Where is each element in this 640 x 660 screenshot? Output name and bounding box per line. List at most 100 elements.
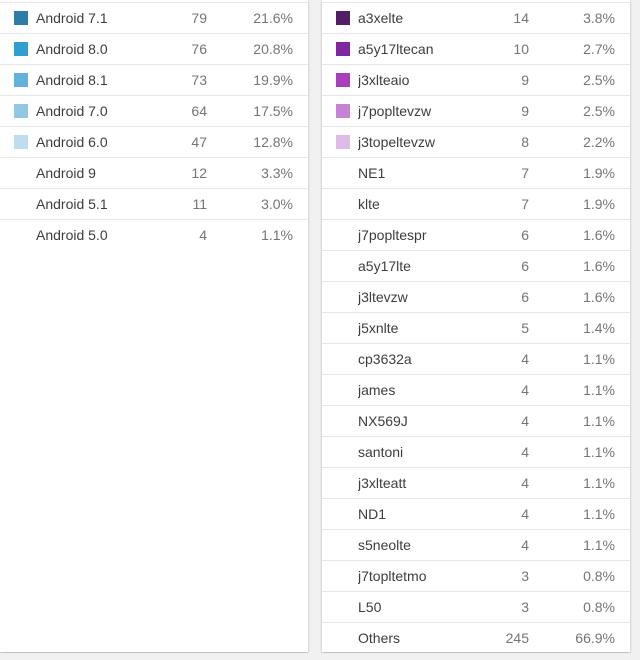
row-count: 3 <box>521 599 529 615</box>
table-row: ND1 4 1.1% <box>322 498 630 529</box>
legend-swatch-placeholder <box>336 538 350 552</box>
legend-swatch-placeholder <box>336 445 350 459</box>
legend-swatch <box>14 11 28 25</box>
row-label: j3topeltevzw <box>358 134 436 150</box>
table-row: james 4 1.1% <box>322 374 630 405</box>
row-percent: 1.6% <box>583 227 615 243</box>
row-count: 8 <box>521 134 529 150</box>
table-row: j7popltevzw 9 2.5% <box>322 95 630 126</box>
legend-swatch-placeholder <box>336 321 350 335</box>
row-label: klte <box>358 196 380 212</box>
legend-swatch <box>14 42 28 56</box>
row-label: j7popltevzw <box>358 103 432 119</box>
row-count: 3 <box>521 568 529 584</box>
row-label: Android 8.0 <box>36 41 108 57</box>
row-count: 4 <box>199 227 207 243</box>
row-label: santoni <box>358 444 404 460</box>
row-label: Android 5.0 <box>36 227 108 243</box>
table-row: Android 5.1 11 3.0% <box>0 188 308 219</box>
row-percent: 1.1% <box>583 537 615 553</box>
table-row: NX569J 4 1.1% <box>322 405 630 436</box>
row-label: Android 9 <box>36 165 96 181</box>
row-count: 4 <box>521 475 529 491</box>
row-label: NX569J <box>358 413 408 429</box>
table-row: Android 7.0 64 17.5% <box>0 95 308 126</box>
row-percent: 12.8% <box>253 134 293 150</box>
row-label: j7popltespr <box>358 227 427 243</box>
row-count: 6 <box>521 258 529 274</box>
row-count: 64 <box>191 103 207 119</box>
row-count: 5 <box>521 320 529 336</box>
row-label: james <box>358 382 396 398</box>
android-version-table: Android 7.1 79 21.6% Android 8.0 76 20.8% Andr… <box>0 0 308 652</box>
legend-swatch-placeholder <box>336 290 350 304</box>
row-percent: 1.1% <box>583 351 615 367</box>
page-bottom-strip <box>0 653 640 660</box>
legend-swatch <box>14 135 28 149</box>
legend-swatch <box>336 73 350 87</box>
table-row: NE1 7 1.9% <box>322 157 630 188</box>
legend-swatch-placeholder <box>336 383 350 397</box>
row-label: Android 5.1 <box>36 196 108 212</box>
row-percent: 2.2% <box>583 134 615 150</box>
row-percent: 1.6% <box>583 258 615 274</box>
table-row: Others 245 66.9% <box>322 622 630 652</box>
legend-swatch <box>336 104 350 118</box>
row-label: j5xnlte <box>358 320 399 336</box>
row-percent: 21.6% <box>253 10 293 26</box>
row-count: 6 <box>521 227 529 243</box>
row-percent: 1.1% <box>583 475 615 491</box>
row-count: 4 <box>521 537 529 553</box>
table-row: j3xlteaio 9 2.5% <box>322 64 630 95</box>
row-count: 73 <box>191 72 207 88</box>
row-label: Others <box>358 630 401 646</box>
legend-swatch-placeholder <box>14 166 28 180</box>
legend-swatch <box>14 104 28 118</box>
table-row: santoni 4 1.1% <box>322 436 630 467</box>
row-percent: 2.7% <box>583 41 615 57</box>
row-count: 9 <box>521 72 529 88</box>
table-row: Android 5.0 4 1.1% <box>0 219 308 250</box>
row-label: j3ltevzw <box>358 289 408 305</box>
legend-swatch-placeholder <box>336 259 350 273</box>
row-label: Android 7.0 <box>36 103 108 119</box>
row-percent: 66.9% <box>575 630 615 646</box>
row-label: L50 <box>358 599 382 615</box>
row-count: 76 <box>191 41 207 57</box>
row-count: 245 <box>505 630 529 646</box>
row-percent: 3.3% <box>261 165 293 181</box>
table-row: j5xnlte 5 1.4% <box>322 312 630 343</box>
table-row: a5y17ltecan 10 2.7% <box>322 33 630 64</box>
legend-swatch <box>336 135 350 149</box>
row-label: j7topltetmo <box>358 568 427 584</box>
row-percent: 17.5% <box>253 103 293 119</box>
legend-swatch <box>336 11 350 25</box>
row-count: 4 <box>521 506 529 522</box>
row-percent: 0.8% <box>583 599 615 615</box>
row-count: 4 <box>521 382 529 398</box>
row-label: Android 7.1 <box>36 10 108 26</box>
row-percent: 1.1% <box>261 227 293 243</box>
row-label: a3xelte <box>358 10 404 26</box>
row-label: cp3632a <box>358 351 412 367</box>
table-row: Android 6.0 47 12.8% <box>0 126 308 157</box>
table-row: j3xlteatt 4 1.1% <box>322 467 630 498</box>
table-row: L50 3 0.8% <box>322 591 630 622</box>
row-label: ND1 <box>358 506 387 522</box>
row-percent: 1.6% <box>583 289 615 305</box>
legend-swatch-placeholder <box>14 197 28 211</box>
legend-swatch-placeholder <box>336 476 350 490</box>
row-percent: 1.1% <box>583 506 615 522</box>
row-count: 9 <box>521 103 529 119</box>
row-percent: 2.5% <box>583 103 615 119</box>
row-label: NE1 <box>358 165 386 181</box>
row-count: 11 <box>192 196 207 212</box>
row-count: 7 <box>521 165 529 181</box>
legend-swatch-placeholder <box>14 228 28 242</box>
row-label: s5neolte <box>358 537 411 553</box>
row-label: Android 6.0 <box>36 134 108 150</box>
row-label: a5y17lte <box>358 258 411 274</box>
table-row: j7popltespr 6 1.6% <box>322 219 630 250</box>
table-row: Android 8.1 73 19.9% <box>0 64 308 95</box>
